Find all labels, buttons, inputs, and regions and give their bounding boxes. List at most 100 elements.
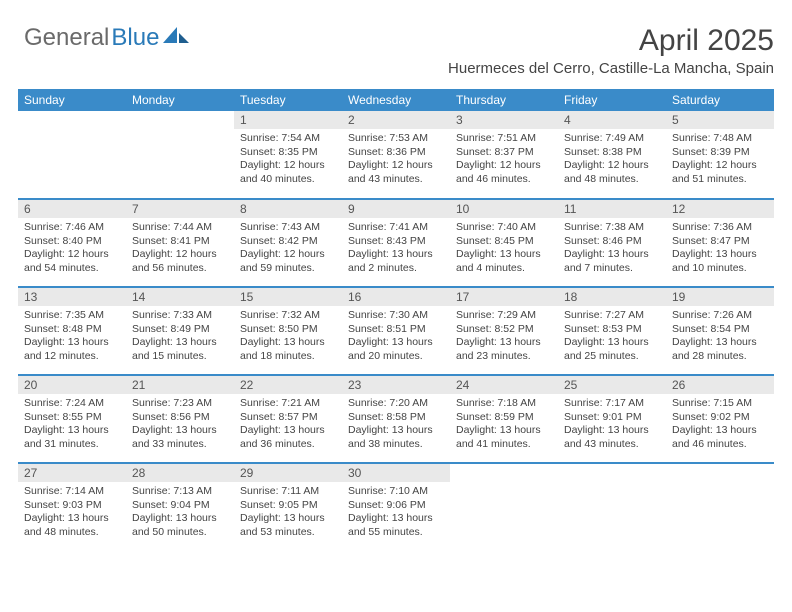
day-details: Sunrise: 7:23 AMSunset: 8:56 PMDaylight:…: [126, 394, 234, 456]
sunset-text: Sunset: 8:51 PM: [348, 323, 444, 337]
day-number: 6: [18, 200, 126, 218]
daylight-text: Daylight: 13 hours and 18 minutes.: [240, 336, 336, 363]
sunrise-text: Sunrise: 7:46 AM: [24, 221, 120, 235]
sunrise-text: Sunrise: 7:10 AM: [348, 485, 444, 499]
day-number: 24: [450, 376, 558, 394]
weekday-header: Tuesday: [234, 89, 342, 111]
sunrise-text: Sunrise: 7:20 AM: [348, 397, 444, 411]
sunset-text: Sunset: 8:37 PM: [456, 146, 552, 160]
calendar-day-cell: 28Sunrise: 7:13 AMSunset: 9:04 PMDayligh…: [126, 463, 234, 551]
day-details: Sunrise: 7:48 AMSunset: 8:39 PMDaylight:…: [666, 129, 774, 191]
day-details: Sunrise: 7:46 AMSunset: 8:40 PMDaylight:…: [18, 218, 126, 280]
day-details: Sunrise: 7:13 AMSunset: 9:04 PMDaylight:…: [126, 482, 234, 544]
daylight-text: Daylight: 13 hours and 43 minutes.: [564, 424, 660, 451]
calendar-day-cell: 11Sunrise: 7:38 AMSunset: 8:46 PMDayligh…: [558, 199, 666, 287]
calendar-day-cell: 7Sunrise: 7:44 AMSunset: 8:41 PMDaylight…: [126, 199, 234, 287]
day-details: Sunrise: 7:49 AMSunset: 8:38 PMDaylight:…: [558, 129, 666, 191]
day-number: 21: [126, 376, 234, 394]
calendar-day-cell: [450, 463, 558, 551]
sunset-text: Sunset: 8:59 PM: [456, 411, 552, 425]
sunset-text: Sunset: 8:58 PM: [348, 411, 444, 425]
brand-logo: GeneralBlue: [24, 24, 189, 52]
day-details: Sunrise: 7:10 AMSunset: 9:06 PMDaylight:…: [342, 482, 450, 544]
day-number: 4: [558, 111, 666, 129]
brand-text-1: General: [24, 24, 109, 52]
day-number: 26: [666, 376, 774, 394]
sunset-text: Sunset: 8:38 PM: [564, 146, 660, 160]
sunrise-text: Sunrise: 7:43 AM: [240, 221, 336, 235]
sunrise-text: Sunrise: 7:49 AM: [564, 132, 660, 146]
day-details: Sunrise: 7:51 AMSunset: 8:37 PMDaylight:…: [450, 129, 558, 191]
calendar-page: GeneralBlue April 2025 Huermeces del Cer…: [0, 0, 792, 569]
daylight-text: Daylight: 13 hours and 28 minutes.: [672, 336, 768, 363]
calendar-day-cell: 14Sunrise: 7:33 AMSunset: 8:49 PMDayligh…: [126, 287, 234, 375]
sunset-text: Sunset: 8:35 PM: [240, 146, 336, 160]
calendar-table: Sunday Monday Tuesday Wednesday Thursday…: [18, 89, 774, 551]
day-details: Sunrise: 7:35 AMSunset: 8:48 PMDaylight:…: [18, 306, 126, 368]
day-details: Sunrise: 7:26 AMSunset: 8:54 PMDaylight:…: [666, 306, 774, 368]
weekday-header: Friday: [558, 89, 666, 111]
sunrise-text: Sunrise: 7:38 AM: [564, 221, 660, 235]
weekday-header: Saturday: [666, 89, 774, 111]
calendar-day-cell: 25Sunrise: 7:17 AMSunset: 9:01 PMDayligh…: [558, 375, 666, 463]
day-number: 17: [450, 288, 558, 306]
sunrise-text: Sunrise: 7:54 AM: [240, 132, 336, 146]
weekday-header-row: Sunday Monday Tuesday Wednesday Thursday…: [18, 89, 774, 111]
day-details: Sunrise: 7:27 AMSunset: 8:53 PMDaylight:…: [558, 306, 666, 368]
daylight-text: Daylight: 13 hours and 4 minutes.: [456, 248, 552, 275]
sunset-text: Sunset: 8:49 PM: [132, 323, 228, 337]
calendar-day-cell: 6Sunrise: 7:46 AMSunset: 8:40 PMDaylight…: [18, 199, 126, 287]
location-text: Huermeces del Cerro, Castille-La Mancha,…: [448, 60, 774, 77]
calendar-day-cell: 1Sunrise: 7:54 AMSunset: 8:35 PMDaylight…: [234, 111, 342, 199]
calendar-day-cell: 23Sunrise: 7:20 AMSunset: 8:58 PMDayligh…: [342, 375, 450, 463]
calendar-day-cell: 22Sunrise: 7:21 AMSunset: 8:57 PMDayligh…: [234, 375, 342, 463]
month-title: April 2025: [448, 24, 774, 58]
daylight-text: Daylight: 12 hours and 48 minutes.: [564, 159, 660, 186]
weekday-header: Monday: [126, 89, 234, 111]
header: GeneralBlue April 2025 Huermeces del Cer…: [18, 24, 774, 77]
day-details: Sunrise: 7:20 AMSunset: 8:58 PMDaylight:…: [342, 394, 450, 456]
calendar-day-cell: 13Sunrise: 7:35 AMSunset: 8:48 PMDayligh…: [18, 287, 126, 375]
day-number: 22: [234, 376, 342, 394]
sunrise-text: Sunrise: 7:36 AM: [672, 221, 768, 235]
weekday-header: Thursday: [450, 89, 558, 111]
brand-sail-icon: [163, 25, 189, 45]
sunset-text: Sunset: 8:46 PM: [564, 235, 660, 249]
day-number: 19: [666, 288, 774, 306]
day-details: Sunrise: 7:44 AMSunset: 8:41 PMDaylight:…: [126, 218, 234, 280]
day-number: 16: [342, 288, 450, 306]
daylight-text: Daylight: 13 hours and 10 minutes.: [672, 248, 768, 275]
sunset-text: Sunset: 8:55 PM: [24, 411, 120, 425]
day-details: Sunrise: 7:38 AMSunset: 8:46 PMDaylight:…: [558, 218, 666, 280]
sunset-text: Sunset: 8:50 PM: [240, 323, 336, 337]
calendar-day-cell: 12Sunrise: 7:36 AMSunset: 8:47 PMDayligh…: [666, 199, 774, 287]
weekday-header: Sunday: [18, 89, 126, 111]
calendar-day-cell: 30Sunrise: 7:10 AMSunset: 9:06 PMDayligh…: [342, 463, 450, 551]
day-details: Sunrise: 7:40 AMSunset: 8:45 PMDaylight:…: [450, 218, 558, 280]
calendar-day-cell: 20Sunrise: 7:24 AMSunset: 8:55 PMDayligh…: [18, 375, 126, 463]
weekday-header: Wednesday: [342, 89, 450, 111]
calendar-week-row: 6Sunrise: 7:46 AMSunset: 8:40 PMDaylight…: [18, 199, 774, 287]
day-details: Sunrise: 7:54 AMSunset: 8:35 PMDaylight:…: [234, 129, 342, 191]
sunset-text: Sunset: 8:57 PM: [240, 411, 336, 425]
day-details: Sunrise: 7:32 AMSunset: 8:50 PMDaylight:…: [234, 306, 342, 368]
sunrise-text: Sunrise: 7:51 AM: [456, 132, 552, 146]
day-number: 11: [558, 200, 666, 218]
sunset-text: Sunset: 8:36 PM: [348, 146, 444, 160]
calendar-day-cell: 5Sunrise: 7:48 AMSunset: 8:39 PMDaylight…: [666, 111, 774, 199]
sunset-text: Sunset: 9:06 PM: [348, 499, 444, 513]
daylight-text: Daylight: 13 hours and 36 minutes.: [240, 424, 336, 451]
day-details: Sunrise: 7:29 AMSunset: 8:52 PMDaylight:…: [450, 306, 558, 368]
day-details: Sunrise: 7:15 AMSunset: 9:02 PMDaylight:…: [666, 394, 774, 456]
calendar-day-cell: 4Sunrise: 7:49 AMSunset: 8:38 PMDaylight…: [558, 111, 666, 199]
sunset-text: Sunset: 8:53 PM: [564, 323, 660, 337]
day-number: 20: [18, 376, 126, 394]
title-block: April 2025 Huermeces del Cerro, Castille…: [448, 24, 774, 77]
sunrise-text: Sunrise: 7:40 AM: [456, 221, 552, 235]
sunrise-text: Sunrise: 7:23 AM: [132, 397, 228, 411]
sunrise-text: Sunrise: 7:35 AM: [24, 309, 120, 323]
calendar-day-cell: 18Sunrise: 7:27 AMSunset: 8:53 PMDayligh…: [558, 287, 666, 375]
day-number: 3: [450, 111, 558, 129]
sunrise-text: Sunrise: 7:33 AM: [132, 309, 228, 323]
day-details: Sunrise: 7:21 AMSunset: 8:57 PMDaylight:…: [234, 394, 342, 456]
